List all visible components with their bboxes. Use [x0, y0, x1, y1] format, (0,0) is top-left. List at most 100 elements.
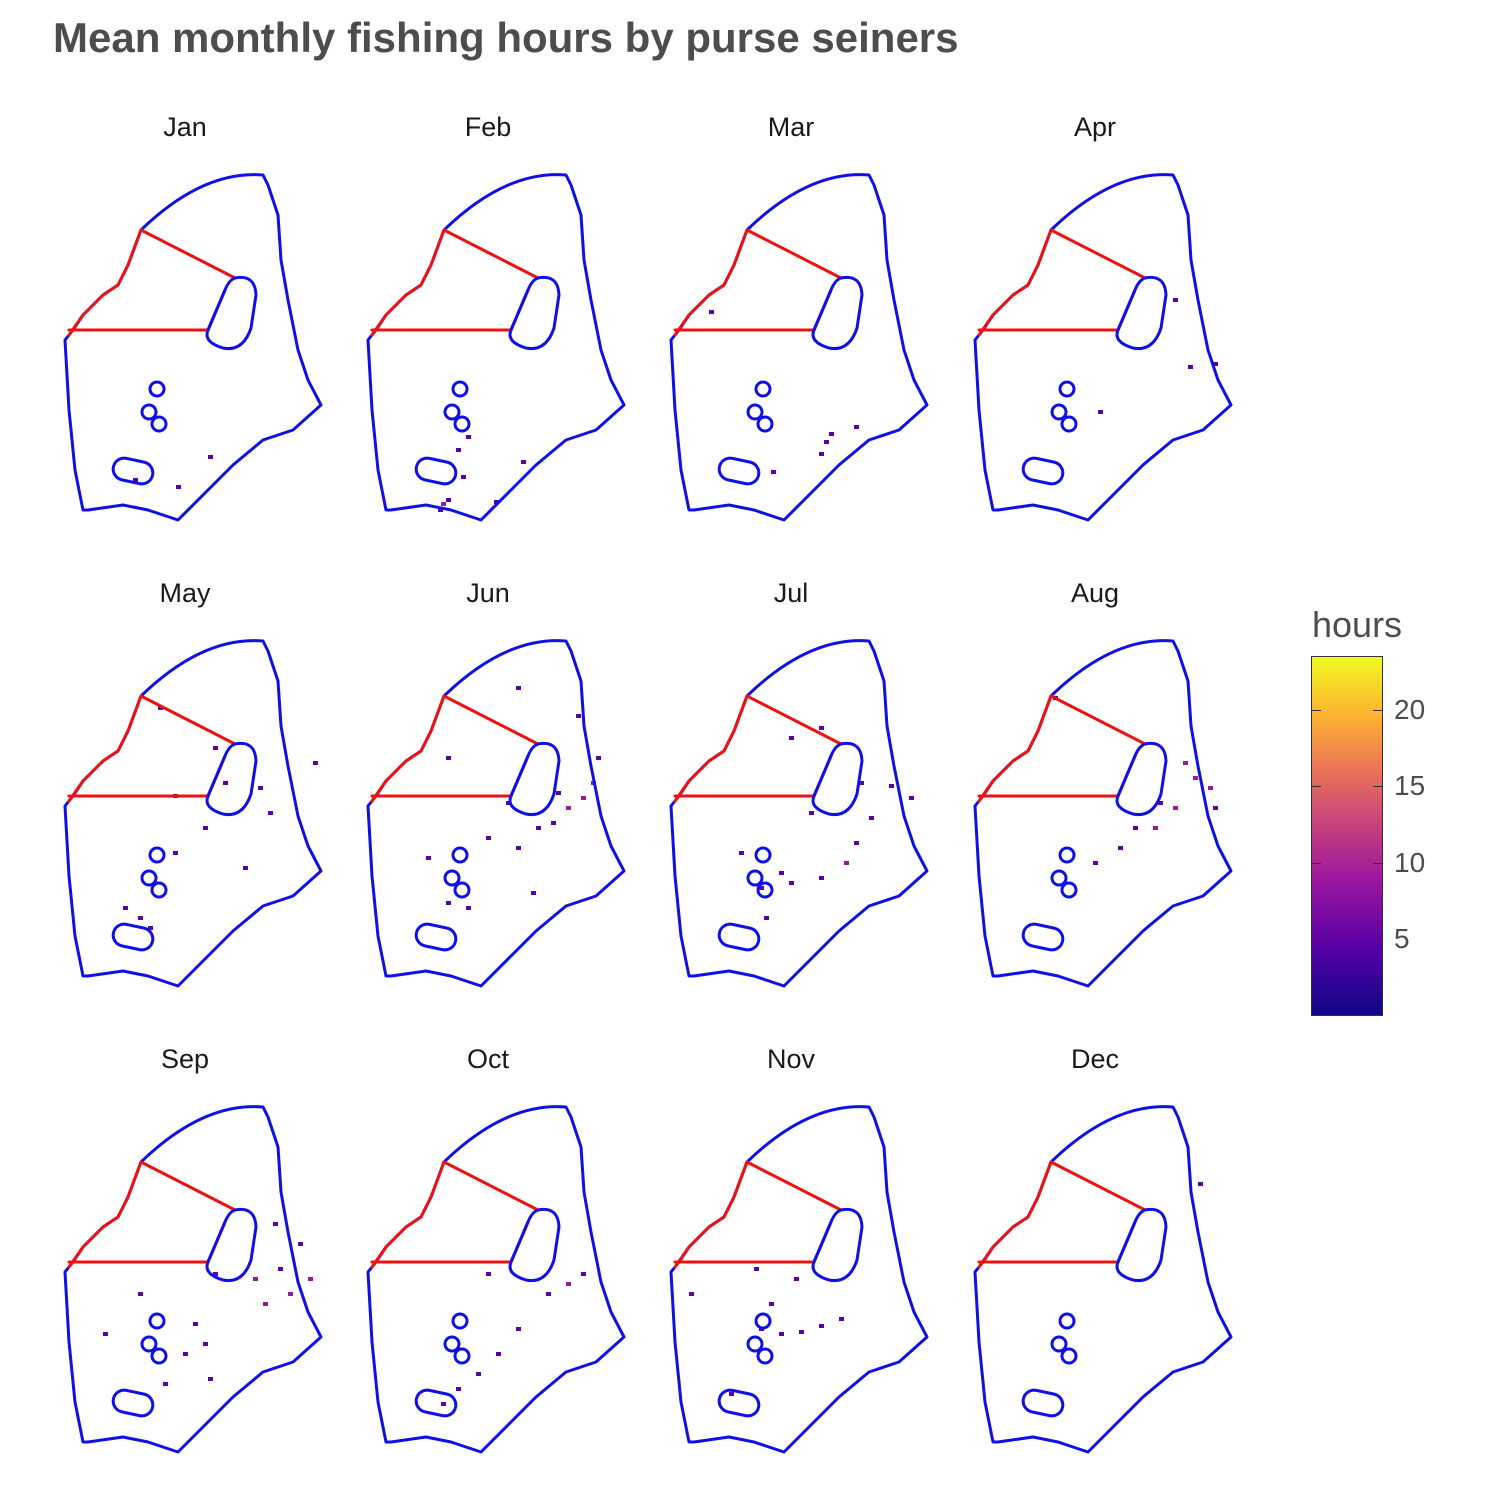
fishing-cell [213, 746, 218, 750]
fishing-cell [889, 784, 894, 788]
zone-boundary-line [673, 228, 843, 337]
fishing-cell [581, 796, 586, 800]
fishing-cell [1158, 801, 1163, 805]
map-oct [366, 1105, 626, 1454]
fishing-cell [581, 1272, 586, 1276]
fishing-cell [243, 866, 248, 870]
fishing-cell [729, 1392, 734, 1396]
zone-boundary-line [977, 228, 1147, 337]
fishing-cell [536, 826, 541, 830]
fishing-cell [426, 856, 431, 860]
fishing-cell [1173, 298, 1178, 302]
fishing-cell [258, 786, 263, 790]
map-mar [669, 173, 929, 522]
panel-title: Dec [1070, 1044, 1119, 1074]
enclosure-right [811, 1207, 864, 1283]
map-dec [973, 1105, 1233, 1454]
fishing-cell [176, 485, 181, 489]
map-feb [366, 173, 626, 522]
panel-title: Sep [160, 1044, 210, 1074]
capsule-enclosure [111, 1388, 155, 1418]
map-panel-jun: Jun [358, 578, 628, 998]
fishing-cell [556, 791, 561, 795]
fishing-cell [739, 851, 744, 855]
fishing-cell [859, 781, 864, 785]
enclosure-right [1115, 275, 1168, 351]
map-apr [973, 173, 1233, 522]
fishing-cell [854, 841, 859, 845]
map-panel-nov: Nov [661, 1044, 931, 1464]
capsule-enclosure [414, 1388, 458, 1418]
fishing-cell [288, 1292, 293, 1296]
legend-tick-mark [1373, 786, 1383, 788]
map-jun [366, 639, 626, 988]
capsule-enclosure [717, 922, 761, 952]
small-circle-marker [443, 403, 461, 421]
legend-tick-mark [1373, 939, 1383, 941]
small-circle-marker [754, 846, 772, 864]
color-legend: hours 5 10 15 20 [1300, 600, 1480, 1030]
capsule-enclosure [1021, 922, 1065, 952]
area-boundary [366, 1105, 626, 1454]
fishing-cell [476, 1372, 481, 1376]
fishing-cell [308, 1277, 313, 1281]
zone-boundary-line [370, 1160, 540, 1269]
fishing-cell [1193, 776, 1198, 780]
small-circle-marker [756, 881, 774, 899]
area-boundary [366, 639, 626, 988]
panel-title: Jul [773, 578, 809, 608]
fishing-cell [263, 1302, 268, 1306]
enclosure-right [205, 1207, 258, 1283]
fishing-cell [551, 821, 556, 825]
fishing-cell [596, 756, 601, 760]
small-circle-marker [1060, 881, 1078, 899]
small-circle-marker [451, 846, 469, 864]
small-circle-marker [1058, 1312, 1076, 1330]
fishing-cell [516, 1327, 521, 1331]
fishing-cell [689, 1292, 694, 1296]
small-circle-marker [453, 1347, 471, 1365]
zone-boundary-line [370, 228, 540, 337]
fishing-cell [546, 1292, 551, 1296]
fishing-cell [461, 475, 466, 479]
fishing-cell [486, 836, 491, 840]
fishing-cell [138, 1292, 143, 1296]
fishing-cell [441, 1402, 446, 1406]
fishing-cell [516, 846, 521, 850]
fishing-cell [819, 452, 824, 456]
area-boundary [973, 173, 1233, 522]
small-circle-marker [1060, 1347, 1078, 1365]
fishing-cell [819, 876, 824, 880]
small-circle-marker [140, 1335, 158, 1353]
panel-title: Jun [466, 578, 510, 608]
fishing-cell [494, 500, 499, 504]
fishing-cell [163, 1382, 168, 1386]
legend-tick-mark [1373, 862, 1383, 864]
legend-tick-label: 5 [1394, 923, 1410, 955]
fishing-cell [1118, 846, 1123, 850]
map-panel-sep: Sep [55, 1044, 325, 1464]
fishing-cell [183, 1352, 188, 1356]
small-circle-marker [148, 1312, 166, 1330]
fishing-cell [799, 1330, 804, 1334]
fishing-cell [486, 1272, 491, 1276]
enclosure-right [508, 1207, 561, 1283]
small-circle-marker [1060, 415, 1078, 433]
map-panel-aug: Aug [965, 578, 1235, 998]
small-circle-marker [1058, 846, 1076, 864]
capsule-enclosure [414, 922, 458, 952]
capsule-enclosure [111, 456, 155, 486]
capsule-enclosure [717, 1388, 761, 1418]
small-circle-marker [1050, 403, 1068, 421]
small-circle-marker [1050, 1335, 1068, 1353]
area-boundary [366, 173, 626, 522]
panel-title: Apr [1073, 112, 1117, 142]
zone-boundary-line [673, 694, 843, 803]
fishing-cell [466, 906, 471, 910]
fishing-cell [441, 502, 446, 506]
fishing-cell [253, 1277, 258, 1281]
panel-title: Aug [1070, 578, 1120, 608]
legend-colorbar [1311, 656, 1383, 1016]
fishing-cell [771, 470, 776, 474]
fishing-cell [298, 1242, 303, 1246]
